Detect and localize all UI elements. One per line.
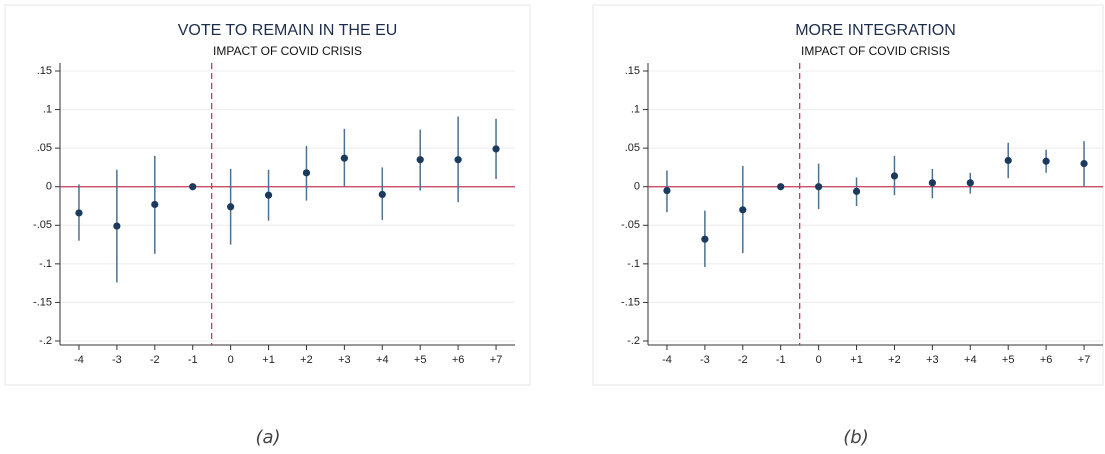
y-tick-label: -.2 [39,335,52,347]
x-tick-label: +2 [888,354,901,366]
x-tick-label: +2 [300,354,313,366]
point [151,200,159,209]
chart-subtitle: IMPACT OF COVID CRISIS [213,44,362,58]
point [777,183,785,191]
y-tick-label: 0 [634,181,640,193]
point [340,154,348,162]
point [189,183,197,191]
x-tick-label: +5 [414,354,427,366]
x-tick-label: +4 [376,354,389,366]
point [113,222,121,230]
y-tick-label: -.15 [621,296,640,308]
point [815,183,823,191]
x-tick-label: +6 [452,354,465,366]
point [1080,159,1088,168]
x-tick-label: +3 [926,354,939,366]
point [701,235,709,243]
point [663,186,671,195]
point [1042,157,1050,165]
x-tick-label: -1 [776,354,786,366]
point [227,203,235,211]
x-tick-label: -3 [112,354,122,366]
x-tick-label: -1 [188,354,198,366]
x-tick-label: +6 [1040,354,1053,366]
caption: (a) [255,427,280,448]
x-tick-label: +4 [964,354,977,366]
caption: (b) [843,427,868,448]
point [378,190,386,199]
y-tick-label: 0 [46,181,52,193]
x-tick-label: +7 [490,354,503,366]
panel-frame [4,4,531,386]
x-tick-label: -4 [662,354,672,366]
y-tick-label: -.2 [627,335,640,347]
x-tick-label: -4 [74,354,84,366]
x-tick-label: 0 [228,354,234,366]
point [1004,156,1012,165]
point [928,179,936,187]
point [75,209,83,217]
x-tick-label: 0 [816,354,822,366]
y-tick-label: .05 [625,142,640,154]
y-tick-label: .1 [631,103,640,115]
point [852,187,861,195]
chart-title: MORE INTEGRATION [795,22,956,39]
point [492,145,500,153]
x-tick-label: -2 [150,354,160,366]
y-tick-label: .05 [37,142,52,154]
chart-subtitle: IMPACT OF COVID CRISIS [801,44,950,58]
x-tick-label: +5 [1002,354,1015,366]
x-tick-label: -2 [738,354,748,366]
y-tick-label: -.05 [621,219,640,231]
x-tick-label: +1 [262,354,275,366]
point [454,156,462,164]
y-tick-label: .15 [625,65,640,77]
x-tick-label: +3 [338,354,351,366]
point [890,172,899,180]
x-tick-label: -3 [700,354,710,366]
point [966,179,974,187]
y-tick-label: -.1 [627,258,640,270]
x-tick-label: +7 [1078,354,1091,366]
point [302,169,311,177]
y-tick-label: .1 [43,103,52,115]
y-tick-label: -.1 [39,258,52,270]
y-tick-label: -.05 [33,219,52,231]
y-tick-label: .15 [37,65,52,77]
point [739,206,747,214]
chart-title: VOTE TO REMAIN IN THE EU [178,22,398,39]
y-tick-label: -.15 [33,296,52,308]
point [416,156,424,164]
point [264,191,273,199]
panel-frame [592,4,1104,386]
x-tick-label: +1 [850,354,863,366]
